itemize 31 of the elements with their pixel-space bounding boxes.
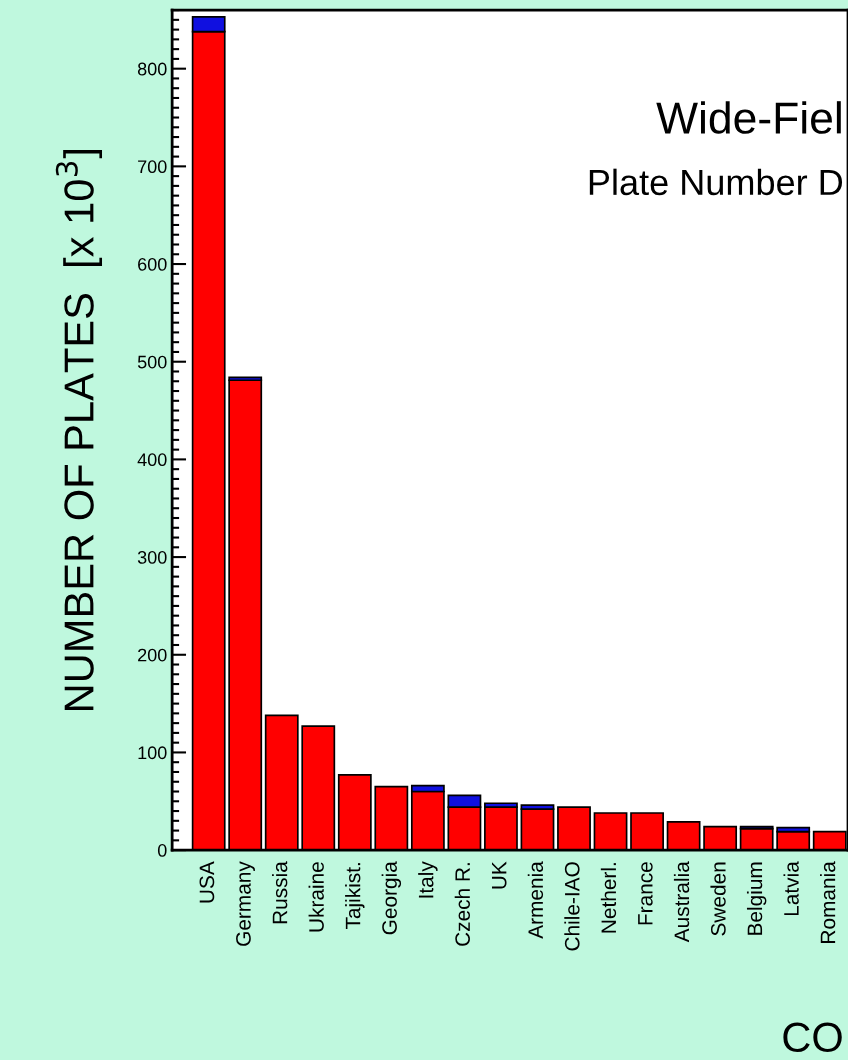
- y-tick-label: 0: [157, 844, 167, 857]
- x-tick-label: Belgium: [746, 862, 767, 935]
- x-tick-label: Italy: [418, 861, 438, 898]
- x-tick-label: Georgia: [381, 861, 402, 935]
- x-tick-label: Sweden: [710, 862, 726, 936]
- x-tick-label: UK: [491, 861, 507, 889]
- x-tick-label: Czech R.: [454, 863, 470, 946]
- y-axis-title: NUMBER OF PLATES [x 10$^{3}$]: [55, 149, 103, 711]
- x-tick-label: France: [638, 862, 653, 925]
- x-tick-label: Australia: [673, 861, 690, 943]
- y-tick-label: 200: [138, 648, 167, 662]
- x-tick-label: Germany: [236, 861, 255, 946]
- y-tick-label: 500: [137, 355, 167, 369]
- x-tick-label: Latvia: [783, 861, 799, 916]
- y-tick-label: 100: [138, 746, 167, 760]
- y-tick-label: 700: [138, 160, 167, 174]
- x-tick-label: Netherl.: [600, 863, 617, 933]
- text: Plate Number D: [589, 168, 843, 196]
- x-tick-label: Ukraine: [308, 862, 324, 932]
- x-axis-title: CO: [783, 1022, 842, 1053]
- y-tick-label: 400: [137, 453, 167, 467]
- y-tick-label: 300: [137, 551, 167, 564]
- y-tick-label: 600: [138, 257, 167, 271]
- x-tick-label: Tajikist.: [345, 863, 365, 930]
- x-tick-label: USA: [199, 861, 215, 903]
- text: Wide-Fiel: [656, 101, 841, 134]
- y-tick-label: 800: [137, 62, 167, 76]
- x-tick-label: Chile-IAO: [564, 862, 580, 951]
- x-tick-label: Romania: [820, 861, 836, 943]
- x-tick-label: Armenia: [527, 861, 544, 939]
- x-tick-label: Russia: [272, 861, 288, 924]
